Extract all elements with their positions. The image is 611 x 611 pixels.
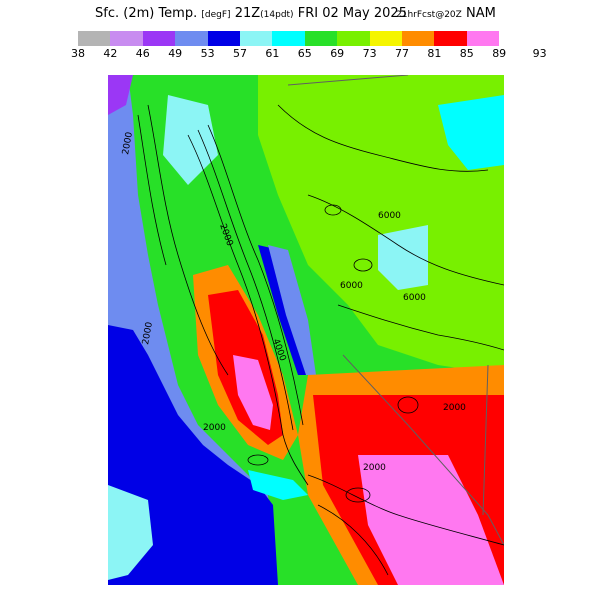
contour-lines <box>137 104 504 576</box>
socal-coast <box>248 470 308 500</box>
temp-band-se-85 <box>358 455 504 585</box>
legend-swatch <box>175 31 208 46</box>
ocean-deep <box>108 325 278 585</box>
contour-label: 2000 <box>141 321 155 346</box>
ocean-patch <box>108 485 153 580</box>
legend-swatch <box>434 31 467 46</box>
title-unit: [degF] <box>201 10 231 20</box>
temp-band-61 <box>438 95 504 170</box>
legend-swatch <box>466 31 500 46</box>
legend-swatch <box>402 31 435 46</box>
legend-tick-label: 57 <box>233 47 247 60</box>
nw-corner <box>108 75 133 115</box>
temp-band-57 <box>378 225 428 290</box>
legend-tick-label: 77 <box>395 47 409 60</box>
state-border-3 <box>482 364 489 516</box>
legend-swatch <box>240 31 273 46</box>
sierra-cold-b <box>268 245 316 375</box>
legend-tick-label: 42 <box>103 47 118 60</box>
legend-tick-label: 93 <box>532 47 547 60</box>
title-forecast: 21hrFcst@20Z <box>396 10 462 20</box>
legend-tick-label: 85 <box>459 47 474 60</box>
legend-swatch <box>337 31 370 46</box>
legend-tick-label: 53 <box>200 47 215 60</box>
title-local: (14pdt) <box>260 10 294 20</box>
legend-tick-label: 49 <box>168 47 183 60</box>
legend-swatch <box>142 31 176 46</box>
title-prefix: Sfc. (2m) Temp. <box>95 6 198 21</box>
contour-label: 2000 <box>443 403 466 413</box>
legend-swatch <box>304 31 338 46</box>
contour-label: 2000 <box>203 423 226 433</box>
legend-swatch <box>207 31 240 46</box>
temp-band-85 <box>233 355 273 430</box>
legend-swatch <box>272 31 305 46</box>
contour-label: 6000 <box>340 281 363 291</box>
legend-swatch <box>110 31 143 46</box>
legend-swatch <box>78 31 111 46</box>
title-valid: 21Z <box>234 6 261 21</box>
title-right: 21hrFcst@20Z NAM <box>396 6 496 21</box>
legend-swatch <box>369 31 402 46</box>
legend-tick-label: 38 <box>71 47 85 60</box>
state-border <box>287 75 409 86</box>
contour-label: 6000 <box>403 293 426 303</box>
contour-label: 2000 <box>363 463 386 473</box>
legend-tick-label: 46 <box>135 47 150 60</box>
contour-label: 6000 <box>378 211 401 221</box>
legend-tick-label: 61 <box>265 47 280 60</box>
temp-band-69 <box>258 75 504 375</box>
title-date: FRI 02 May 2025 <box>297 6 407 21</box>
temperature-map: 2000 2000 2000 6000 6000 6000 2000 2000 … <box>108 75 504 585</box>
legend-tick-label: 73 <box>362 47 377 60</box>
color-legend: 38 42 46 49 53 57 61 65 69 73 77 81 85 89 93 <box>0 28 611 64</box>
legend-tick-label: 81 <box>427 47 442 60</box>
map-title: Sfc. (2m) Temp. [degF] 21Z(14pdt) FRI 02… <box>0 6 611 24</box>
legend-tick-label: 69 <box>330 47 345 60</box>
title-model: NAM <box>465 6 496 21</box>
legend-tick-label: 65 <box>297 47 312 60</box>
state-border-2 <box>342 354 504 546</box>
legend-tick-label: 89 <box>492 47 507 60</box>
title-text: Sfc. (2m) Temp. [degF] 21Z(14pdt) FRI 02… <box>95 6 407 21</box>
contour-label: 2000 <box>121 131 135 156</box>
